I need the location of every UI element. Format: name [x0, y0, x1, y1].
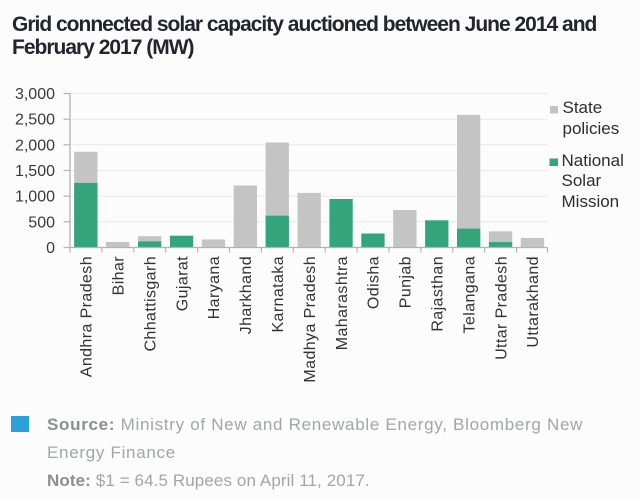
svg-text:Haryana: Haryana [206, 256, 223, 319]
svg-text:Bihar: Bihar [111, 256, 128, 296]
svg-text:Punjab: Punjab [398, 256, 415, 308]
svg-text:Uttarakhand: Uttarakhand [525, 256, 542, 348]
svg-text:Jharkhand: Jharkhand [238, 256, 255, 334]
svg-text:Uttar Pradesh: Uttar Pradesh [493, 256, 510, 360]
svg-text:Chhattisgarh: Chhattisgarh [142, 256, 159, 352]
svg-text:2,000: 2,000 [15, 137, 55, 154]
svg-text:Madhya Pradesh: Madhya Pradesh [302, 256, 319, 383]
svg-text:Gujarat: Gujarat [174, 256, 191, 311]
svg-text:Rajasthan: Rajasthan [430, 256, 447, 332]
svg-text:1,000: 1,000 [15, 189, 55, 206]
svg-text:1,500: 1,500 [15, 163, 55, 180]
svg-text:Andhra Pradesh: Andhra Pradesh [79, 256, 96, 377]
svg-text:3,000: 3,000 [15, 86, 55, 103]
svg-text:2,500: 2,500 [15, 112, 55, 129]
svg-text:Maharashtra: Maharashtra [334, 256, 351, 350]
svg-text:Karnataka: Karnataka [270, 256, 287, 333]
svg-text:Telangana: Telangana [461, 256, 478, 333]
svg-text:500: 500 [28, 214, 55, 231]
svg-text:0: 0 [46, 240, 55, 257]
svg-text:Odisha: Odisha [366, 256, 383, 309]
